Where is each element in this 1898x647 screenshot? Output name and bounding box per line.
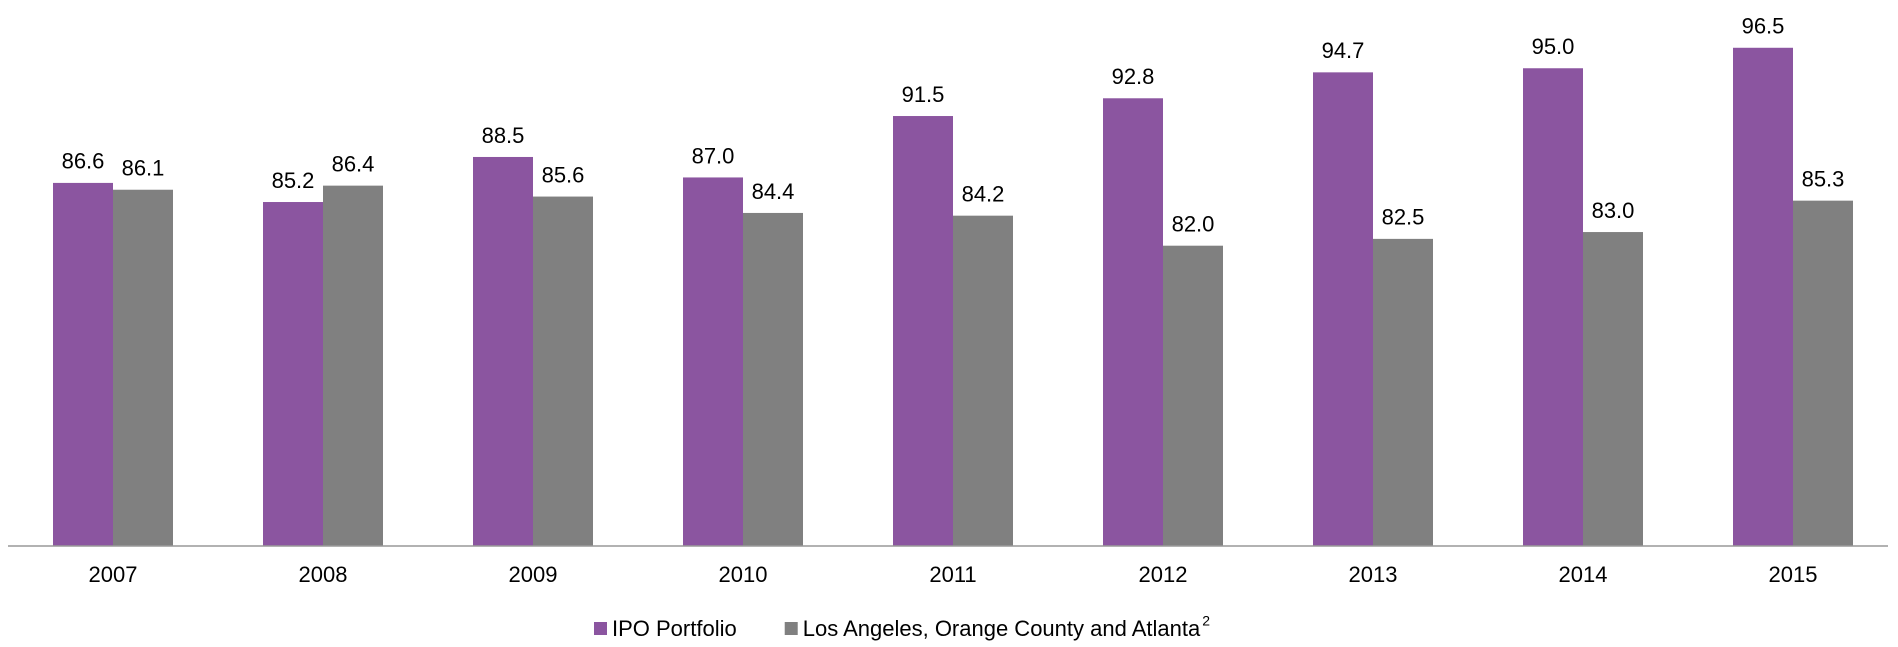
bar — [893, 116, 953, 547]
data-label: 85.6 — [542, 162, 585, 187]
bar — [1313, 72, 1373, 546]
legend-swatch — [594, 622, 607, 635]
bar — [1523, 68, 1583, 546]
bar — [1103, 98, 1163, 546]
data-label: 92.8 — [1112, 64, 1155, 89]
data-label: 82.5 — [1382, 205, 1425, 230]
x-tick-label: 2007 — [89, 562, 138, 587]
data-label: 88.5 — [482, 123, 525, 148]
bar — [323, 185, 383, 546]
legend-superscript: 2 — [1202, 613, 1210, 629]
x-tick-label: 2010 — [719, 562, 768, 587]
data-label: 86.6 — [62, 149, 105, 174]
x-tick-label: 2013 — [1349, 562, 1398, 587]
bar — [1733, 47, 1793, 547]
data-label: 94.7 — [1322, 38, 1365, 63]
legend-label: Los Angeles, Orange County and Atlanta — [803, 616, 1201, 641]
bar — [533, 196, 593, 546]
bar — [53, 182, 113, 546]
bar — [953, 215, 1013, 547]
data-label: 86.1 — [122, 156, 165, 181]
x-tick-label: 2014 — [1559, 562, 1608, 587]
bar — [1793, 200, 1853, 546]
x-tick-label: 2008 — [299, 562, 348, 587]
data-label: 95.0 — [1532, 34, 1575, 59]
bar — [1583, 232, 1643, 547]
data-label: 84.2 — [962, 181, 1005, 206]
bar — [1163, 245, 1223, 546]
legend-label: IPO Portfolio — [612, 616, 737, 641]
bar — [473, 156, 533, 546]
bar — [113, 189, 173, 547]
bar — [263, 202, 323, 546]
data-label: 86.4 — [332, 151, 375, 176]
x-tick-label: 2009 — [509, 562, 558, 587]
bar — [1373, 238, 1433, 546]
data-label: 91.5 — [902, 82, 945, 107]
x-tick-label: 2015 — [1769, 562, 1818, 587]
data-label: 85.2 — [272, 168, 315, 193]
x-tick-label: 2011 — [929, 562, 976, 587]
data-label: 96.5 — [1742, 14, 1785, 39]
data-label: 84.4 — [752, 179, 795, 204]
data-label: 85.3 — [1802, 166, 1845, 191]
bar — [683, 177, 743, 546]
legend-swatch — [784, 622, 798, 635]
data-label: 83.0 — [1592, 198, 1635, 223]
data-label: 82.0 — [1172, 212, 1215, 237]
x-tick-label: 2012 — [1139, 562, 1188, 587]
bar — [743, 212, 803, 546]
data-label: 87.0 — [692, 143, 735, 168]
